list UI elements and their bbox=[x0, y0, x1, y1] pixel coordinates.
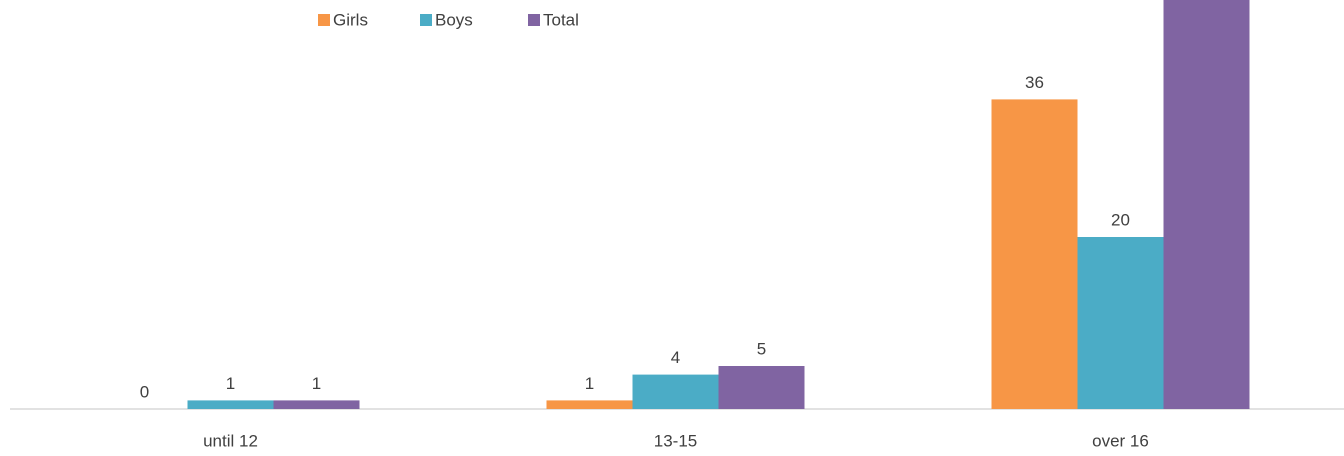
bar bbox=[991, 99, 1078, 410]
value-label: 5 bbox=[757, 339, 766, 358]
bar bbox=[546, 400, 633, 409]
legend-swatch bbox=[318, 14, 330, 26]
legend-label: Boys bbox=[435, 10, 473, 29]
legend-swatch bbox=[528, 14, 540, 26]
bar bbox=[632, 374, 719, 409]
legend-swatch bbox=[420, 14, 432, 26]
bar bbox=[187, 400, 274, 409]
value-label: 1 bbox=[312, 374, 321, 393]
value-label: 0 bbox=[140, 382, 149, 401]
value-label: 36 bbox=[1025, 73, 1044, 92]
bar bbox=[1163, 0, 1250, 410]
value-label: 1 bbox=[585, 374, 594, 393]
value-label: 20 bbox=[1111, 210, 1130, 229]
bar bbox=[1077, 237, 1164, 409]
value-label: 1 bbox=[226, 374, 235, 393]
x-tick-label: over 16 bbox=[1092, 431, 1149, 450]
legend-label: Girls bbox=[333, 10, 368, 29]
x-tick-label: until 12 bbox=[203, 431, 258, 450]
legend-label: Total bbox=[543, 10, 579, 29]
bar bbox=[273, 400, 360, 409]
bar bbox=[718, 366, 805, 409]
value-label: 4 bbox=[671, 348, 680, 367]
x-tick-label: 13-15 bbox=[654, 431, 697, 450]
